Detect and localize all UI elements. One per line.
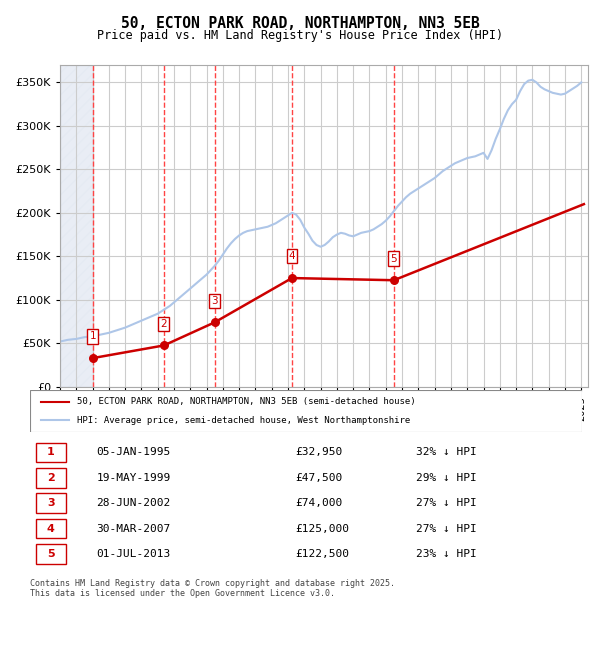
Text: HPI: Average price, semi-detached house, West Northamptonshire: HPI: Average price, semi-detached house,… (77, 416, 410, 425)
Text: 28-JUN-2002: 28-JUN-2002 (96, 498, 170, 508)
Text: 5: 5 (47, 549, 55, 559)
FancyBboxPatch shape (35, 443, 66, 462)
Text: 01-JUL-2013: 01-JUL-2013 (96, 549, 170, 559)
Point (389, 275, 398, 285)
Text: £125,000: £125,000 (295, 524, 349, 534)
FancyBboxPatch shape (35, 544, 66, 564)
Text: Price paid vs. HM Land Registry's House Price Index (HPI): Price paid vs. HM Land Registry's House … (97, 29, 503, 42)
FancyBboxPatch shape (30, 390, 582, 432)
Text: 50, ECTON PARK ROAD, NORTHAMPTON, NN3 5EB: 50, ECTON PARK ROAD, NORTHAMPTON, NN3 5E… (121, 16, 479, 31)
Text: Contains HM Land Registry data © Crown copyright and database right 2025.
This d: Contains HM Land Registry data © Crown c… (30, 578, 395, 598)
Text: 30-MAR-2007: 30-MAR-2007 (96, 524, 170, 534)
Text: 2: 2 (47, 473, 55, 483)
FancyBboxPatch shape (35, 493, 66, 513)
Text: £32,950: £32,950 (295, 447, 342, 458)
Text: 1: 1 (89, 332, 96, 341)
Text: 4: 4 (289, 252, 295, 261)
Point (159, 340, 169, 350)
Text: 3: 3 (211, 296, 218, 306)
Bar (60, 65, 93, 387)
Text: £47,500: £47,500 (295, 473, 342, 483)
Point (210, 317, 220, 328)
Text: 2: 2 (161, 318, 167, 329)
Text: 27% ↓ HPI: 27% ↓ HPI (416, 498, 477, 508)
Point (88, 353, 98, 363)
Text: 23% ↓ HPI: 23% ↓ HPI (416, 549, 477, 559)
Text: 1: 1 (47, 447, 55, 458)
Text: 29% ↓ HPI: 29% ↓ HPI (416, 473, 477, 483)
Text: 05-JAN-1995: 05-JAN-1995 (96, 447, 170, 458)
Text: 19-MAY-1999: 19-MAY-1999 (96, 473, 170, 483)
Text: 32% ↓ HPI: 32% ↓ HPI (416, 447, 477, 458)
Text: 27% ↓ HPI: 27% ↓ HPI (416, 524, 477, 534)
FancyBboxPatch shape (35, 468, 66, 488)
Text: £122,500: £122,500 (295, 549, 349, 559)
Text: 4: 4 (47, 524, 55, 534)
FancyBboxPatch shape (35, 519, 66, 538)
Text: 50, ECTON PARK ROAD, NORTHAMPTON, NN3 5EB (semi-detached house): 50, ECTON PARK ROAD, NORTHAMPTON, NN3 5E… (77, 397, 416, 406)
Point (287, 273, 297, 283)
Text: 5: 5 (391, 254, 397, 263)
Text: 3: 3 (47, 498, 55, 508)
Bar (60, 65, 93, 387)
Text: £74,000: £74,000 (295, 498, 342, 508)
